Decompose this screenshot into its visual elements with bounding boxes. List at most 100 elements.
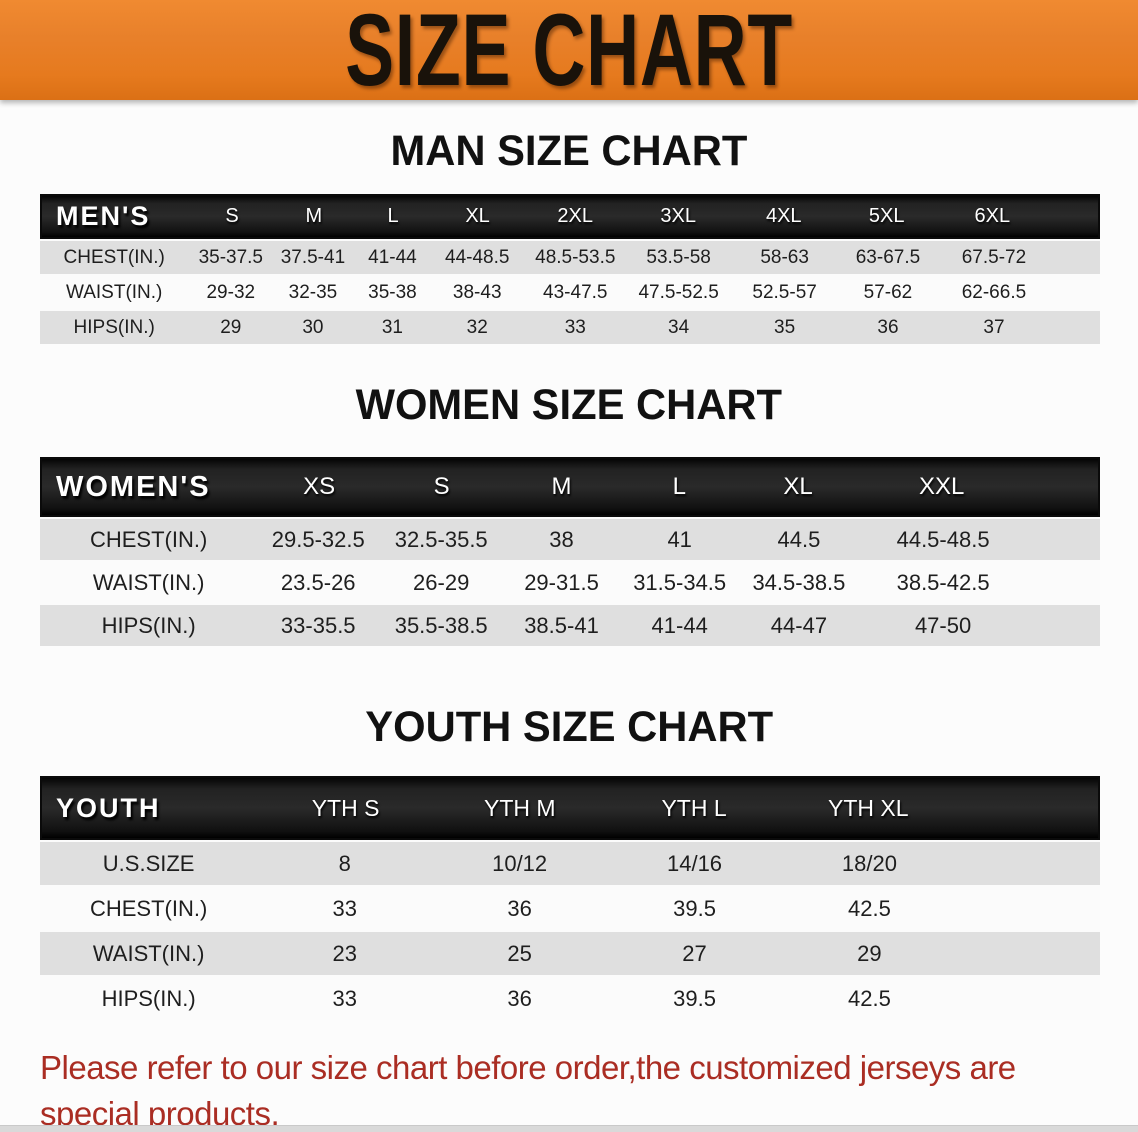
- size-value: 30: [302, 316, 324, 338]
- corner-label: YOUTH: [56, 792, 161, 823]
- size-value: 37.5-41: [280, 246, 346, 268]
- column-header: YTH XL: [828, 794, 909, 821]
- banner: SIZE CHART: [0, 0, 1138, 107]
- size-value: 33: [564, 316, 586, 338]
- column-header: 6XL: [974, 205, 1011, 227]
- size-value: 62-66.5: [961, 281, 1027, 303]
- size-value: 33-35.5: [280, 612, 356, 638]
- column-header: 5XL: [868, 205, 905, 227]
- man-size-table: MEN'S S M L XL 2XL 3XL 4XL 5XL 6XL CHEST(IN.) 35-37…: [40, 194, 1100, 344]
- size-value: 32-35: [288, 281, 338, 303]
- size-value: 33: [332, 895, 357, 921]
- size-row: HIPS(IN.) 33-35.5 35.5-38.5 38.5-41 41-44 44-…: [40, 603, 1100, 646]
- banner-title: SIZE CHART: [345, 0, 793, 107]
- row-label: WAIST(IN.): [92, 569, 205, 595]
- size-value: 23: [332, 940, 357, 966]
- size-value: 29: [220, 316, 242, 338]
- column-header: L: [672, 473, 686, 500]
- size-value: 44-48.5: [445, 246, 510, 268]
- size-value: 8: [338, 850, 351, 876]
- column-header: XS: [303, 473, 336, 500]
- size-value: 41: [667, 526, 692, 552]
- column-header: XXL: [918, 473, 965, 500]
- row-label: CHEST(IN.): [63, 246, 165, 268]
- size-row: HIPS(IN.) 33 36 39.5 42.5: [40, 975, 1100, 1020]
- row-label: HIPS(IN.): [101, 985, 196, 1011]
- size-value: 41-44: [651, 612, 708, 638]
- column-header: M: [305, 205, 323, 227]
- size-value: 26-29: [413, 569, 470, 595]
- size-value: 44.5-48.5: [896, 526, 990, 552]
- size-value: 37: [983, 316, 1005, 338]
- row-label: U.S.SIZE: [102, 850, 195, 876]
- disclaimer-line-1: Please refer to our size chart before or…: [40, 1049, 1016, 1132]
- man-size-section: MAN SIZE CHART MEN'S S M L XL 2XL 3XL 4XL 5XL 6XL…: [0, 127, 1138, 344]
- table-header-row: YOUTH YTH S YTH M YTH L YTH XL: [40, 776, 1100, 840]
- row-label: CHEST(IN.): [89, 526, 208, 552]
- column-header: S: [225, 205, 239, 227]
- row-label: WAIST(IN.): [92, 940, 205, 966]
- size-value: 14/16: [666, 850, 723, 876]
- size-value: 35-37.5: [198, 246, 264, 268]
- size-row: CHEST(IN.) 33 36 39.5 42.5: [40, 885, 1100, 930]
- size-row: CHEST(IN.) 35-37.5 37.5-41 41-44 44-48.5 48.5…: [40, 239, 1100, 274]
- row-label: WAIST(IN.): [65, 281, 163, 303]
- size-value: 33: [332, 985, 357, 1011]
- size-value: 67.5-72: [961, 246, 1027, 268]
- size-value: 53.5-58: [646, 246, 711, 268]
- size-charts-area: MAN SIZE CHART MEN'S S M L XL 2XL 3XL 4XL 5XL 6XL…: [0, 127, 1138, 1020]
- youth-size-heading-text: YOUTH SIZE CHART: [365, 703, 773, 751]
- women-size-heading-text: WOMEN SIZE CHART: [355, 381, 783, 429]
- youth-size-heading: YOUTH SIZE CHART: [0, 703, 1138, 752]
- column-header: 4XL: [765, 205, 802, 227]
- size-value: 34.5-38.5: [752, 569, 846, 595]
- size-value: 25: [507, 940, 532, 966]
- table-header-row: MEN'S S M L XL 2XL 3XL 4XL 5XL 6XL: [40, 194, 1100, 239]
- size-row: WAIST(IN.) 23.5-26 26-29 29-31.5 31.5-34.5 34…: [40, 560, 1100, 603]
- size-value: 35-38: [368, 281, 417, 303]
- bottom-strip: [0, 1125, 1138, 1132]
- size-value: 29.5-32.5: [271, 526, 365, 552]
- size-value: 31.5-34.5: [633, 569, 727, 595]
- women-size-section: WOMEN SIZE CHART WOMEN'S XS S M L XL XXL CHEST(…: [0, 381, 1138, 646]
- youth-size-table: YOUTH YTH S YTH M YTH L YTH XL U.S.SIZE 8 10/12…: [40, 776, 1100, 1020]
- size-value: 38: [549, 526, 574, 552]
- size-value: 42.5: [848, 985, 891, 1011]
- size-value: 57-62: [863, 281, 913, 303]
- size-value: 29: [857, 940, 882, 966]
- size-value: 10/12: [492, 850, 548, 876]
- row-label: HIPS(IN.): [73, 316, 155, 338]
- size-value: 39.5: [673, 895, 716, 921]
- women-size-heading: WOMEN SIZE CHART: [0, 381, 1138, 430]
- size-value: 18/20: [841, 850, 897, 876]
- column-header: 2XL: [557, 205, 594, 227]
- size-value: 23.5-26: [280, 569, 356, 595]
- size-value: 31: [381, 316, 403, 338]
- size-row: WAIST(IN.) 29-32 32-35 35-38 38-43 43-47.5 47.…: [40, 274, 1100, 309]
- column-header: XL: [783, 473, 813, 500]
- man-size-heading: MAN SIZE CHART: [0, 127, 1138, 176]
- size-value: 63-67.5: [855, 246, 921, 268]
- size-value: 44-47: [770, 612, 828, 638]
- column-header: YTH S: [311, 794, 380, 821]
- size-value: 43-47.5: [543, 281, 608, 303]
- size-value: 48.5-53.5: [535, 246, 616, 268]
- size-value: 36: [877, 316, 899, 338]
- youth-size-section: YOUTH SIZE CHART YOUTH YTH S YTH M YTH L YTH…: [0, 703, 1138, 1020]
- row-label: CHEST(IN.): [89, 895, 208, 921]
- corner-label: WOMEN'S: [56, 470, 211, 503]
- size-row: CHEST(IN.) 29.5-32.5 32.5-35.5 38 41 44.5 44.5…: [40, 517, 1100, 560]
- size-value: 35: [774, 316, 796, 338]
- size-value: 39.5: [673, 985, 716, 1011]
- size-row: HIPS(IN.) 29 30 31 32 33 34 35 36 37: [40, 309, 1100, 344]
- column-header: YTH M: [484, 794, 556, 821]
- column-header: L: [387, 205, 399, 227]
- size-value: 58-63: [760, 246, 809, 268]
- corner-label: MEN'S: [56, 201, 151, 231]
- size-row: WAIST(IN.) 23 25 27 29: [40, 930, 1100, 975]
- women-size-table: WOMEN'S XS S M L XL XXL CHEST(IN.) 29.5-32.5 32.5…: [40, 457, 1100, 646]
- size-value: 44.5: [777, 526, 821, 552]
- size-value: 29-32: [206, 281, 256, 303]
- size-value: 52.5-57: [752, 281, 817, 303]
